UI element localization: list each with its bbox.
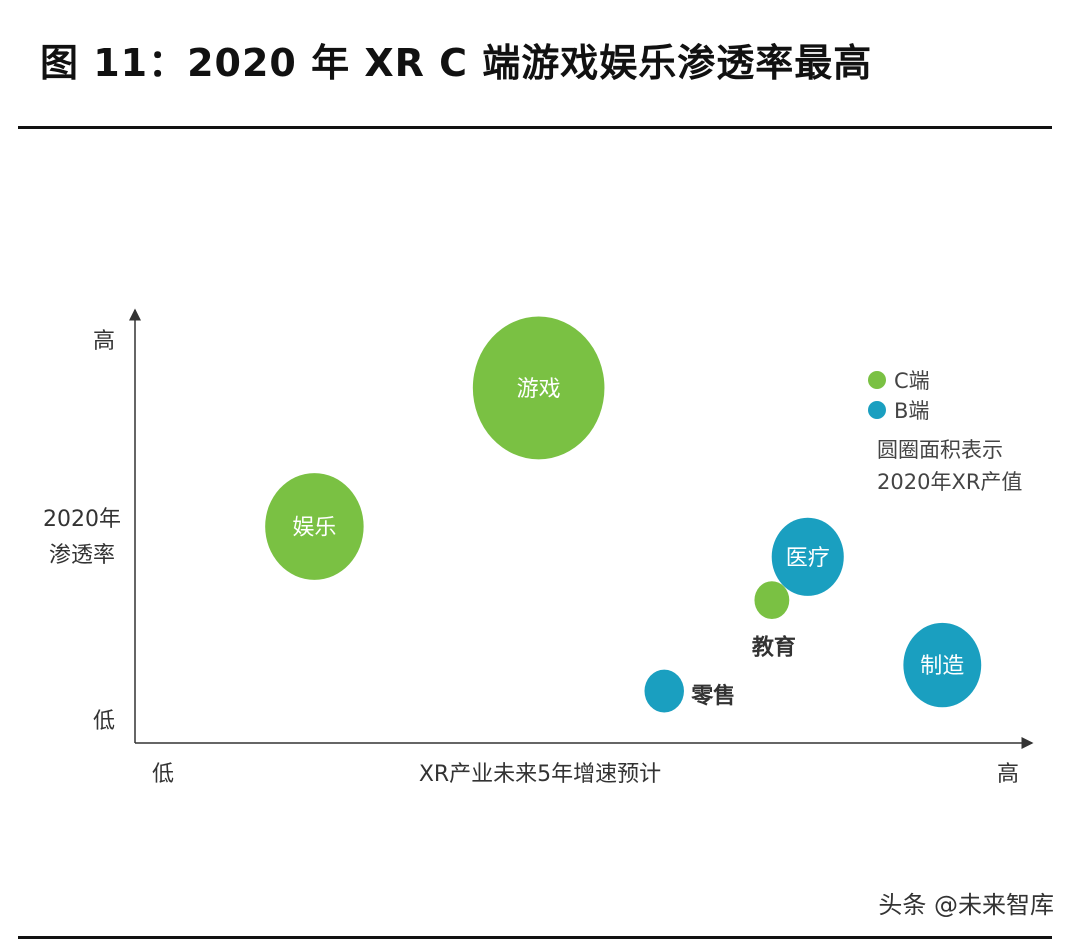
top-rule <box>18 126 1052 129</box>
bubble-label-0: 游戏 <box>517 377 561 402</box>
bubble-0 <box>472 316 605 460</box>
bubble-2 <box>771 517 844 596</box>
watermark: 头条 @未来智库 <box>878 891 1054 919</box>
y-low-label: 低 <box>93 709 115 734</box>
legend-b-label: B端 <box>894 399 929 423</box>
legend-b-swatch <box>868 401 886 419</box>
legend-note-line2: 2020年XR产值 <box>877 470 1022 494</box>
bubble-label-4: 制造 <box>920 654 964 679</box>
y-axis-label: 2020年渗透率 <box>43 507 121 568</box>
bubble-1 <box>265 473 364 580</box>
legend: C端 B端 圆圈面积表示 2020年XR产值 <box>868 369 1022 494</box>
bubble-label-5: 零售 <box>690 683 735 709</box>
bubble-label-3: 教育 <box>752 635 796 661</box>
bubble-5 <box>644 669 684 713</box>
legend-c-label: C端 <box>894 369 930 393</box>
x-axis-label: XR产业未来5年增速预计 <box>419 762 661 787</box>
page-title: 图 11：2020 年 XR C 端游戏娱乐渗透率最高 <box>40 41 873 85</box>
bubble-label-1: 娱乐 <box>292 516 336 541</box>
y-high-label: 高 <box>93 329 115 354</box>
legend-c-swatch <box>868 371 886 389</box>
bubble-4 <box>903 622 982 708</box>
bottom-rule <box>18 936 1052 939</box>
legend-note-line1: 圆圈面积表示 <box>877 438 1003 462</box>
bubble-label-2: 医疗 <box>786 546 830 571</box>
x-high-label: 高 <box>997 762 1019 787</box>
bubble-3 <box>754 581 790 620</box>
x-low-label: 低 <box>152 762 174 787</box>
